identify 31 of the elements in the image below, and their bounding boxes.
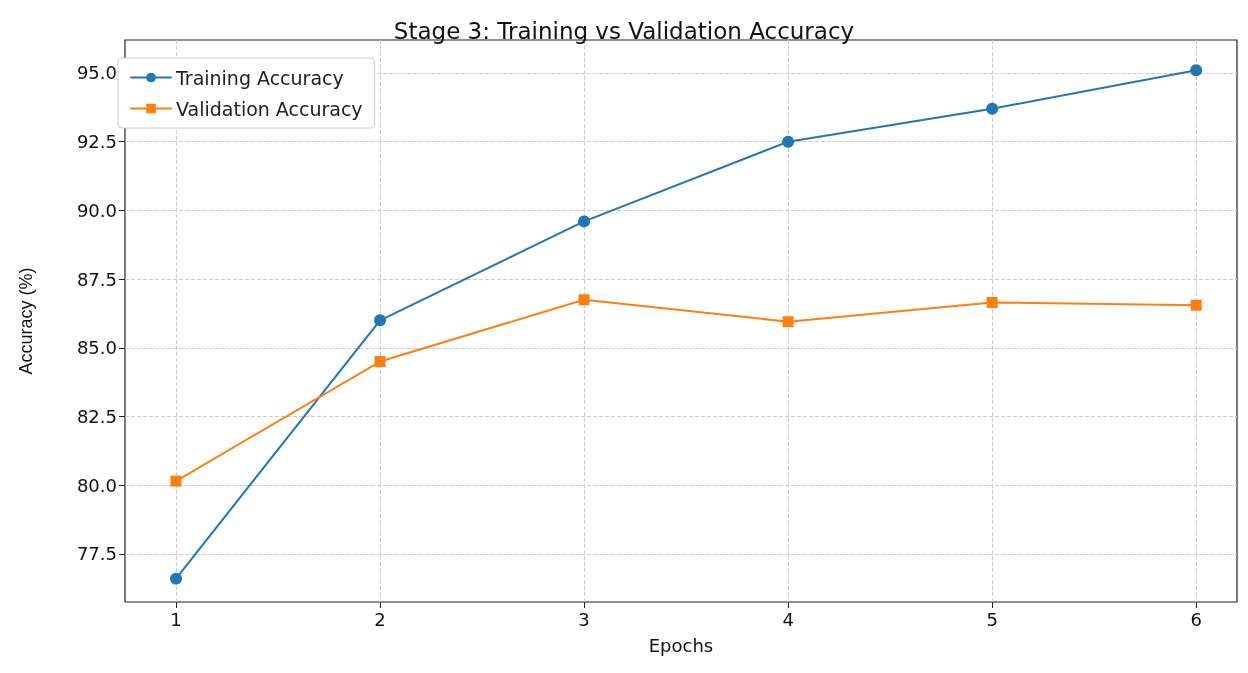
point	[782, 135, 795, 148]
point	[170, 572, 183, 585]
x-tick-label: 3	[578, 608, 590, 630]
point	[374, 356, 386, 368]
legend-label: Training Accuracy	[175, 66, 344, 89]
x-axis-title: Epochs	[648, 634, 714, 656]
x-tick-label: 1	[170, 608, 182, 630]
y-tick-label: 82.5	[76, 406, 117, 427]
y-tick-label: 77.5	[76, 543, 117, 565]
x-tick-label: 4	[782, 608, 794, 630]
y-tick-label: 85.0	[76, 337, 117, 359]
point	[782, 316, 794, 328]
point	[986, 296, 998, 308]
y-axis-title: Accuracy (%)	[16, 267, 36, 375]
y-tick-label: 80.0	[76, 474, 117, 496]
point	[578, 294, 590, 306]
chart-title: Stage 3: Training vs Validation Accuracy	[393, 17, 855, 44]
y-tick-label: 92.5	[76, 131, 117, 153]
y-tick-label: 87.5	[76, 268, 117, 290]
legend-label: Validation Accuracy	[176, 97, 363, 120]
x-tick-label: 5	[986, 608, 998, 630]
point	[1190, 299, 1202, 311]
point	[578, 215, 591, 228]
point	[986, 102, 999, 115]
point	[374, 314, 387, 327]
y-tick-label: 90.0	[76, 199, 117, 221]
point	[170, 475, 182, 487]
y-tick-label: 95.0	[76, 62, 117, 84]
x-tick-label: 2	[374, 608, 386, 630]
x-tick-label: 6	[1190, 608, 1202, 630]
point	[1190, 64, 1203, 77]
